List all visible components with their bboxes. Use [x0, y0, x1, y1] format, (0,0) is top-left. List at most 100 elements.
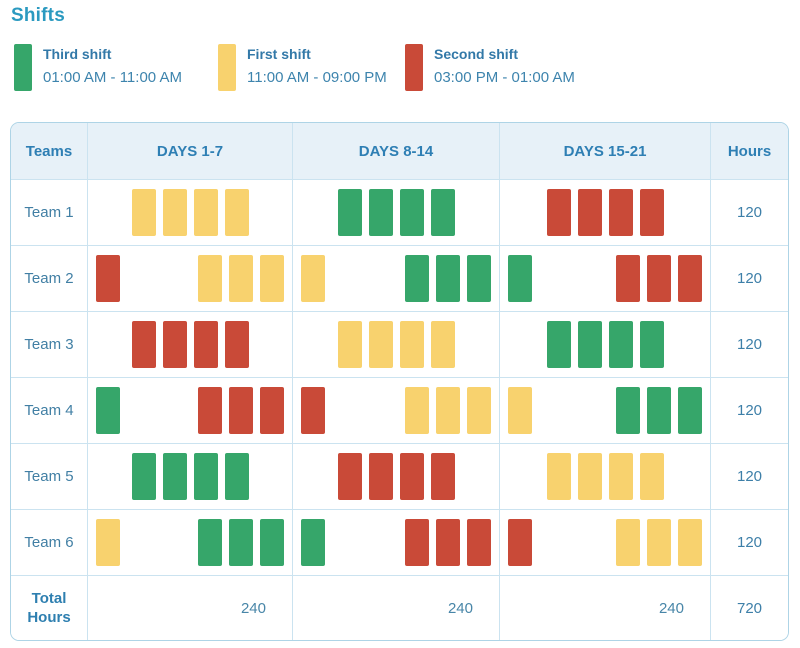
- shift-cell: [293, 246, 500, 312]
- shift-bar-third: [229, 519, 253, 566]
- shift-bar-first: [577, 453, 602, 500]
- period-total-value: 240: [500, 576, 711, 640]
- shift-bar-first: [546, 453, 571, 500]
- shift-bar-group: [616, 387, 702, 434]
- shift-bar-second: [96, 255, 120, 302]
- shift-bar-third: [368, 189, 393, 236]
- shift-bar-first: [96, 519, 120, 566]
- shift-bar-group: [546, 453, 664, 500]
- shift-bar-first: [337, 321, 362, 368]
- shift-bar-second: [131, 321, 156, 368]
- shift-cell: [293, 444, 500, 510]
- legend-label: Second shift: [434, 46, 519, 62]
- shift-bar-second: [260, 387, 284, 434]
- shift-bar-group: [616, 255, 702, 302]
- shift-bar-third: [260, 519, 284, 566]
- shift-bar-third: [96, 387, 120, 434]
- shift-bar-second: [368, 453, 393, 500]
- shift-bar-first: [436, 387, 460, 434]
- hours-value: 120: [711, 378, 788, 444]
- shift-bar-third: [193, 453, 218, 500]
- shift-cell: [293, 510, 500, 576]
- shift-bar-group: [508, 387, 532, 434]
- shift-bar-second: [616, 255, 640, 302]
- shift-schedule-table: Teams DAYS 1-7 DAYS 8-14 DAYS 15-21 Hours Tea…: [10, 122, 789, 641]
- shift-bar-third: [639, 321, 664, 368]
- shift-bar-group: [405, 519, 491, 566]
- shift-bar-second: [678, 255, 702, 302]
- period-total-value: 240: [88, 576, 293, 640]
- shift-bar-first: [301, 255, 325, 302]
- shift-bar-group: [96, 519, 120, 566]
- shift-bar-third: [131, 453, 156, 500]
- shift-bar-third: [337, 189, 362, 236]
- shift-bar-third: [608, 321, 633, 368]
- shift-cell: [293, 312, 500, 378]
- shift-bar-second: [577, 189, 602, 236]
- shift-bar-group: [131, 453, 249, 500]
- shift-cell: [500, 180, 711, 246]
- shift-cell: [293, 180, 500, 246]
- shift-bar-group: [301, 387, 325, 434]
- shift-bar-first: [616, 519, 640, 566]
- shift-bar-second: [647, 255, 671, 302]
- column-header-hours: Hours: [711, 123, 788, 180]
- shift-bar-third: [577, 321, 602, 368]
- shift-bar-third: [678, 387, 702, 434]
- shift-cell: [500, 444, 711, 510]
- shift-bar-second: [436, 519, 460, 566]
- column-header-days-8-14: DAYS 8-14: [293, 123, 500, 180]
- shift-bar-second: [229, 387, 253, 434]
- shift-bar-group: [198, 387, 284, 434]
- total-hours-label: Total Hours: [11, 576, 88, 640]
- shift-bar-first: [193, 189, 218, 236]
- shift-bar-group: [405, 387, 491, 434]
- shift-bar-group: [337, 453, 455, 500]
- shift-cell: [88, 312, 293, 378]
- legend-time: 01:00 AM - 11:00 AM: [43, 69, 182, 86]
- team-label: Team 1: [11, 180, 88, 246]
- shift-bar-group: [131, 189, 249, 236]
- column-header-days-1-7: DAYS 1-7: [88, 123, 293, 180]
- legend-time: 11:00 AM - 09:00 PM: [247, 69, 387, 86]
- shift-bar-third: [198, 519, 222, 566]
- shift-bar-first: [162, 189, 187, 236]
- shift-bar-third: [224, 453, 249, 500]
- legend-label: First shift: [247, 46, 311, 62]
- hours-value: 120: [711, 510, 788, 576]
- shift-bar-group: [198, 255, 284, 302]
- column-header-teams: Teams: [11, 123, 88, 180]
- legend-time: 03:00 PM - 01:00 AM: [434, 69, 575, 86]
- shift-bar-third: [162, 453, 187, 500]
- shift-cell: [88, 510, 293, 576]
- shift-bar-group: [508, 255, 532, 302]
- shift-cell: [88, 246, 293, 312]
- shift-bar-second: [301, 387, 325, 434]
- shift-bar-third: [436, 255, 460, 302]
- shift-bar-group: [546, 189, 664, 236]
- team-label: Team 4: [11, 378, 88, 444]
- legend-item-first-shift: First shift 11:00 AM - 09:00 PM: [218, 44, 387, 91]
- grand-total-value: 720: [711, 576, 788, 640]
- shift-bar-first: [647, 519, 671, 566]
- shift-bar-first: [368, 321, 393, 368]
- shift-bar-second: [467, 519, 491, 566]
- shift-bar-first: [260, 255, 284, 302]
- shift-cell: [500, 312, 711, 378]
- shift-bar-group: [508, 519, 532, 566]
- shift-bar-group: [616, 519, 702, 566]
- shift-bar-group: [131, 321, 249, 368]
- shift-bar-first: [224, 189, 249, 236]
- shift-cell: [500, 378, 711, 444]
- shift-bar-third: [430, 189, 455, 236]
- shift-bar-second: [430, 453, 455, 500]
- shift-bar-first: [639, 453, 664, 500]
- shift-bar-first: [508, 387, 532, 434]
- shift-bar-first: [430, 321, 455, 368]
- shift-bar-second: [405, 519, 429, 566]
- shift-bar-third: [467, 255, 491, 302]
- shift-bar-group: [337, 321, 455, 368]
- shift-bar-second: [546, 189, 571, 236]
- shift-bar-second: [193, 321, 218, 368]
- shift-bar-group: [301, 519, 325, 566]
